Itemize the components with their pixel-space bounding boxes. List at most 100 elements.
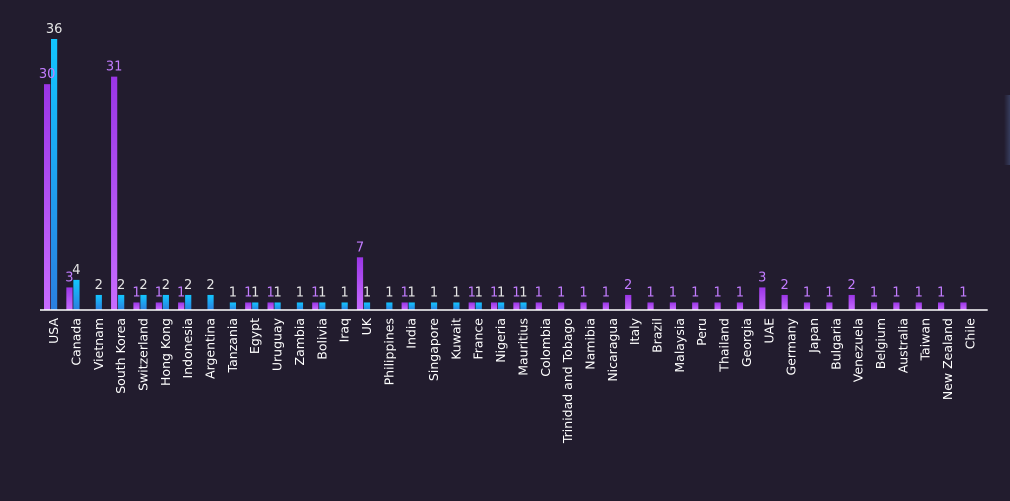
bar-france-s2 [475, 302, 482, 310]
value-label: 1 [468, 285, 476, 300]
value-label: 1 [318, 285, 326, 300]
bar-namibia-s1 [580, 302, 587, 310]
category-label: Belgium [873, 318, 888, 369]
edge-decoration [1004, 95, 1010, 165]
bar-peru-s1 [692, 302, 699, 310]
bar-zambia-s2 [296, 302, 304, 310]
value-label: 1 [452, 285, 460, 300]
value-label: 1 [273, 285, 281, 300]
category-label: Switzerland [135, 318, 150, 391]
category-label: Argentina [203, 318, 218, 379]
value-label: 1 [311, 285, 319, 300]
value-label: 1 [691, 285, 699, 300]
category-label: Germany [784, 317, 799, 375]
category-label: Bolivia [314, 318, 329, 360]
bar-egypt-s1 [245, 302, 252, 310]
value-label: 1 [497, 285, 505, 300]
bar-iraq-s2 [341, 302, 348, 310]
bar-vietnam-s2 [95, 294, 102, 310]
category-label: Nigeria [493, 318, 508, 363]
value-label: 1 [825, 285, 833, 300]
bar-belgium-s1 [870, 302, 878, 310]
value-label: 2 [139, 278, 147, 293]
value-label: 2 [95, 278, 103, 293]
bar-thailand-s1 [714, 302, 721, 310]
value-label: 4 [72, 263, 80, 278]
value-label: 1 [915, 285, 923, 300]
value-label: 1 [892, 285, 900, 300]
category-label: Vietnam [91, 318, 106, 370]
bar-egypt-s2 [252, 302, 259, 310]
category-label: Trinidad and Tobago [560, 318, 575, 444]
category-label: UAE [761, 318, 776, 344]
value-label: 1 [535, 285, 543, 300]
value-label: 2 [162, 278, 170, 293]
value-label: 3 [758, 270, 766, 285]
category-label: Tanzania [225, 318, 240, 373]
value-label: 1 [155, 285, 163, 300]
bar-hong-kong-s1 [155, 302, 162, 310]
value-label: 1 [244, 285, 252, 300]
category-label: Malaysia [672, 318, 687, 373]
bar-trinidad-and-tobago-s1 [558, 302, 565, 310]
bar-bolivia-s1 [312, 302, 319, 310]
bar-india-s2 [408, 302, 415, 310]
category-label: Italy [627, 317, 642, 345]
bar-germany-s1 [781, 294, 788, 310]
category-label: Bulgaria [828, 318, 843, 370]
category-label: Japan [806, 318, 821, 354]
bar-mauritius-s1 [513, 302, 520, 310]
value-label: 2 [848, 278, 856, 293]
category-label: Singapore [426, 318, 441, 381]
bar-new-zealand-s1 [938, 302, 945, 310]
bar-usa-s2 [51, 39, 58, 310]
bar-indonesia-s1 [178, 302, 185, 310]
value-label: 30 [39, 67, 56, 82]
value-label: 31 [106, 60, 123, 75]
category-label: Georgia [739, 318, 754, 367]
value-label: 1 [430, 285, 438, 300]
value-label: 1 [363, 285, 371, 300]
bar-colombia-s1 [535, 302, 542, 310]
value-label: 1 [296, 285, 304, 300]
category-label: Egypt [247, 318, 262, 354]
bar-bolivia-s2 [319, 302, 326, 310]
value-label: 2 [117, 278, 125, 293]
category-label: Taiwan [918, 318, 933, 362]
value-label: 1 [557, 285, 565, 300]
bar-south-korea-s2 [118, 294, 125, 310]
category-label: Thailand [717, 318, 732, 373]
bar-nigeria-s2 [498, 302, 505, 310]
category-label: Canada [68, 318, 83, 366]
value-label: 1 [229, 285, 237, 300]
value-label: 2 [624, 278, 632, 293]
value-label: 3 [65, 270, 73, 285]
value-label: 1 [251, 285, 259, 300]
bar-uruguay-s2 [274, 302, 281, 310]
category-label: India [404, 318, 419, 349]
category-label: Peru [694, 318, 709, 346]
category-label: Colombia [538, 318, 553, 377]
value-label: 2 [781, 278, 789, 293]
bar-taiwan-s1 [915, 302, 922, 310]
value-label: 1 [519, 285, 527, 300]
category-label: Indonesia [180, 318, 195, 378]
bar-philippines-s2 [386, 302, 393, 310]
category-label: New Zealand [940, 318, 955, 400]
value-label: 1 [408, 285, 416, 300]
value-label: 1 [132, 285, 140, 300]
bar-nicaragua-s1 [602, 302, 609, 310]
category-label: Hong Kong [158, 318, 173, 386]
bar-chile-s1 [960, 302, 967, 310]
bar-kuwait-s2 [453, 302, 460, 310]
category-label: Brazil [650, 318, 665, 353]
bar-indonesia-s2 [185, 294, 192, 310]
bar-south-korea-s1 [111, 76, 118, 310]
bar-france-s1 [468, 302, 475, 310]
bar-uk-s1 [356, 257, 364, 310]
bar-canada-s2 [73, 279, 80, 310]
category-label: South Korea [113, 318, 128, 394]
category-labels-group: USA Canada Vietnam South Korea Switzerland Ho… [46, 317, 977, 444]
